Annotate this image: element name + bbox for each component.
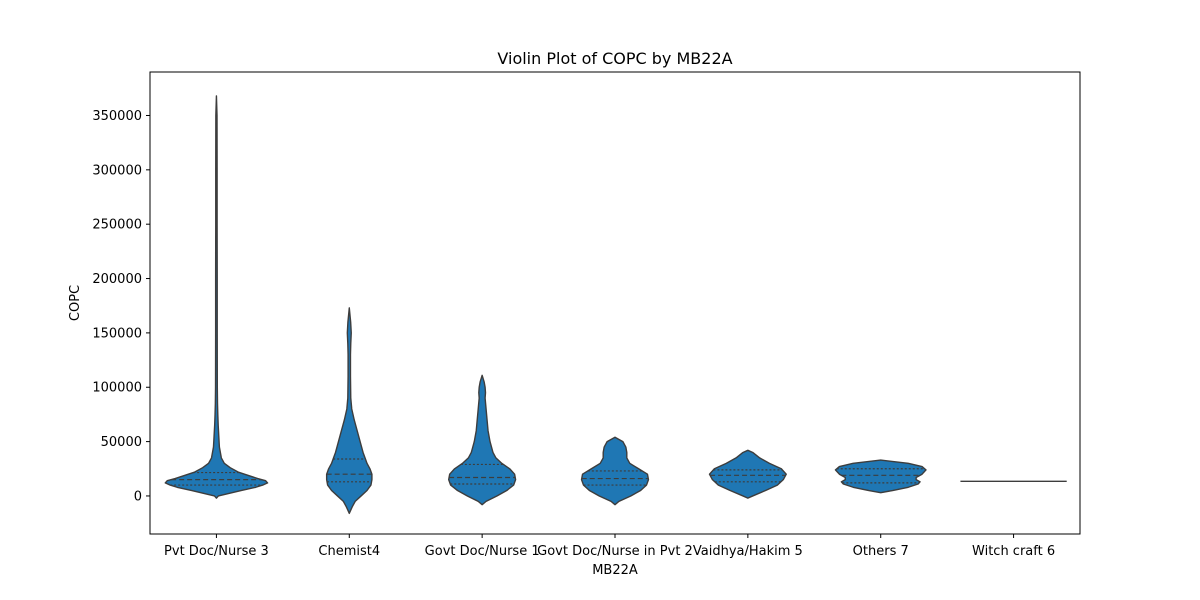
x-tick-label: Chemist4 bbox=[318, 544, 380, 559]
violin-body bbox=[447, 374, 517, 506]
y-tick-label: 50000 bbox=[101, 435, 142, 450]
violin bbox=[325, 307, 373, 515]
violin-body bbox=[580, 436, 650, 506]
x-tick-label: Vaidhya/Hakim 5 bbox=[693, 544, 803, 559]
violin bbox=[447, 374, 517, 506]
x-axis: Pvt Doc/Nurse 3 Chemist4 Govt Doc/Nurse 1G… bbox=[164, 534, 1055, 559]
violin-body bbox=[164, 95, 269, 499]
violin bbox=[708, 449, 787, 499]
y-tick-label: 150000 bbox=[92, 326, 142, 341]
violin-body bbox=[834, 459, 927, 494]
x-axis-label: MB22A bbox=[592, 563, 638, 578]
x-tick-label: Govt Doc/Nurse 1 bbox=[425, 544, 540, 559]
violin bbox=[164, 95, 269, 499]
x-tick-label: Witch craft 6 bbox=[972, 544, 1055, 559]
y-tick-label: 300000 bbox=[92, 163, 142, 178]
violin bbox=[580, 436, 650, 506]
violins-layer bbox=[164, 95, 1067, 515]
chart-title: Violin Plot of COPC by MB22A bbox=[497, 49, 732, 68]
y-tick-label: 250000 bbox=[92, 218, 142, 233]
y-tick-label: 350000 bbox=[92, 109, 142, 124]
y-axis: 0 50000 100000 150000 200000 250000 300000 3500… bbox=[92, 109, 150, 504]
violin-body bbox=[708, 449, 787, 499]
y-axis-label: COPC bbox=[68, 285, 83, 321]
y-tick-label: 200000 bbox=[92, 272, 142, 287]
y-tick-label: 100000 bbox=[92, 381, 142, 396]
x-tick-label: Others 7 bbox=[853, 544, 909, 559]
x-tick-label: Pvt Doc/Nurse 3 bbox=[164, 544, 269, 559]
y-tick-label: 0 bbox=[134, 489, 142, 504]
violin-body bbox=[325, 307, 373, 515]
violin bbox=[834, 459, 927, 494]
x-tick-label: Govt Doc/Nurse in Pvt 2 bbox=[537, 544, 693, 559]
